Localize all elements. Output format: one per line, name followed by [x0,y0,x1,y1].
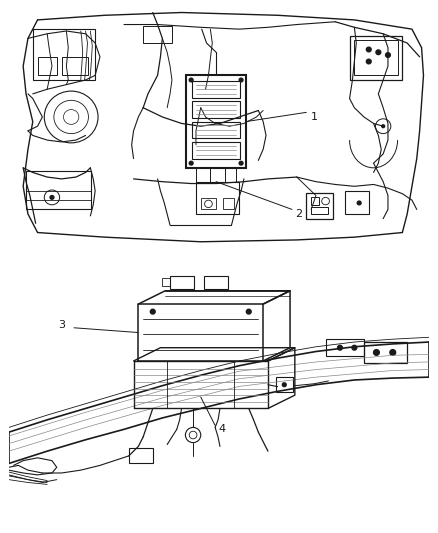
Circle shape [382,125,385,127]
Bar [186,75,246,168]
Circle shape [283,383,286,386]
Circle shape [366,47,371,52]
Circle shape [189,78,193,82]
Bar [192,142,240,159]
Bar [170,276,194,289]
Bar [196,182,239,214]
Bar [192,101,240,118]
Bar [26,171,91,209]
Circle shape [50,196,54,199]
Bar [38,57,57,75]
Circle shape [239,161,243,165]
Bar [129,448,153,464]
Bar [204,276,228,289]
Bar [223,198,234,209]
Bar [192,122,240,138]
Circle shape [385,53,390,58]
Bar [33,29,95,80]
Bar [364,342,407,363]
Circle shape [150,309,155,314]
Bar [345,191,369,214]
Circle shape [246,309,251,314]
Bar [143,26,172,43]
Bar [201,198,216,209]
Circle shape [338,345,343,350]
Circle shape [366,59,371,64]
Circle shape [390,350,396,356]
Bar [311,197,319,205]
Bar [306,193,333,219]
Circle shape [374,350,379,356]
Bar [62,57,88,75]
Bar [350,36,403,80]
Bar [325,339,364,356]
Text: 3: 3 [58,320,65,330]
Text: 4: 4 [218,424,225,434]
Bar [354,41,398,75]
Text: 2: 2 [295,209,302,219]
Text: 1: 1 [311,112,318,122]
Circle shape [352,345,357,350]
Bar [311,207,328,214]
Bar [162,278,170,286]
Bar [192,81,240,98]
Circle shape [376,50,381,54]
Circle shape [239,78,243,82]
Circle shape [189,161,193,165]
Bar [276,377,293,392]
Circle shape [357,201,361,205]
